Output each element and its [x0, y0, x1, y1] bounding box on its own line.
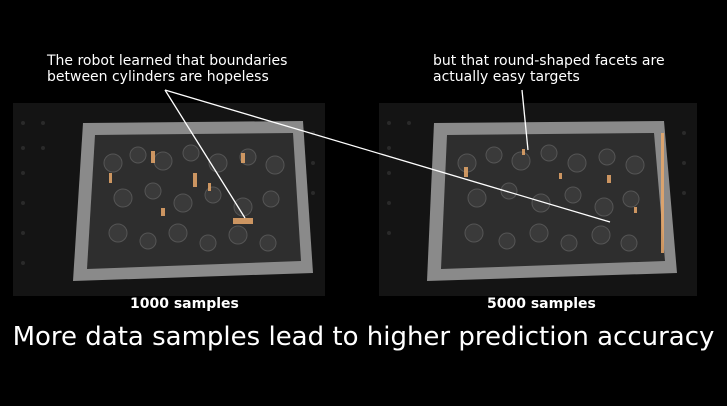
depth-image-1000-samples — [13, 103, 325, 296]
panel-label-1000: 1000 samples — [130, 296, 239, 312]
panel-label-5000: 5000 samples — [487, 296, 596, 312]
annotation-round-facets: but that round-shaped facets are actuall… — [433, 53, 665, 85]
bin-scene-left — [13, 103, 325, 296]
bin-scene-right — [379, 103, 697, 296]
depth-image-5000-samples — [379, 103, 697, 296]
caption: More data samples lead to higher predict… — [12, 322, 715, 352]
annotation-boundaries: The robot learned that boundaries betwee… — [47, 53, 288, 85]
